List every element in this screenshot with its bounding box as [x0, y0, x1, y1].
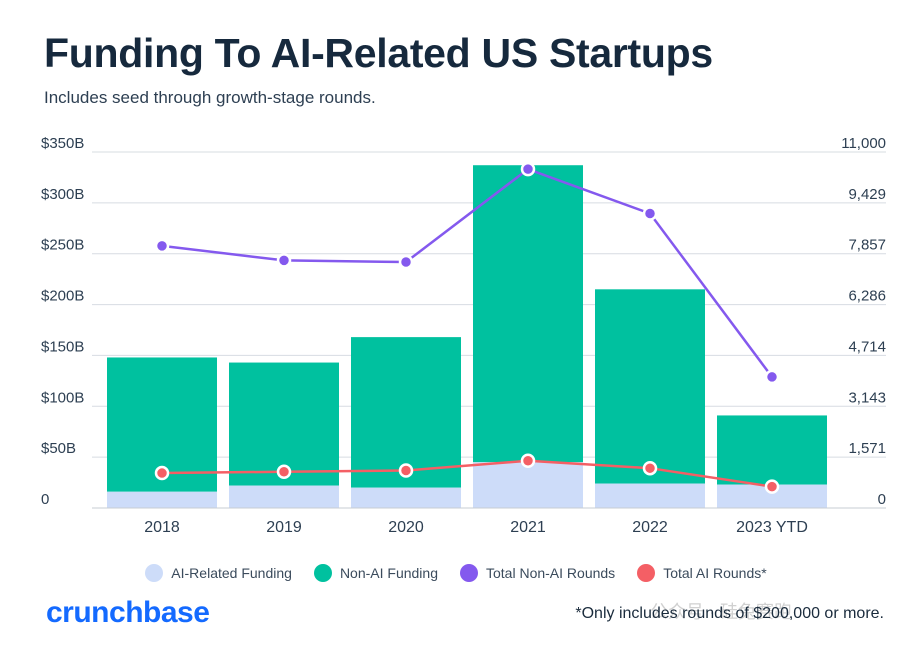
legend-label: AI-Related Funding	[171, 565, 292, 581]
y-left-tick-label: $150B	[41, 338, 84, 355]
y-right-tick-label: 1,571	[848, 440, 886, 457]
legend-label: Total AI Rounds*	[663, 565, 767, 581]
line-point	[276, 253, 292, 268]
chart-subtitle: Includes seed through growth-stage round…	[44, 88, 376, 107]
x-tick-label: 2022	[632, 519, 668, 536]
legend-item-non-ai-funding: Non-AI Funding	[313, 564, 438, 582]
legend-label: Total Non-AI Rounds	[486, 565, 616, 581]
watermark: 公众号 · 硅兔赛跑	[650, 602, 792, 622]
line-point	[398, 463, 414, 478]
bar-ai-funding	[473, 462, 583, 508]
line-total-ai-rounds-	[161, 459, 773, 488]
line-point	[520, 453, 536, 468]
y-left-tick-label: $300B	[41, 186, 84, 203]
bar-ai-funding	[351, 487, 461, 508]
legend-swatch	[460, 564, 478, 582]
legend: AI-Related Funding Non-AI Funding Total …	[0, 564, 912, 582]
line-point	[276, 464, 292, 480]
x-tick-label: 2021	[510, 519, 546, 536]
legend-swatch	[145, 564, 164, 582]
y-left-tick-label: $200B	[41, 288, 84, 305]
legend-item-ai-rounds: Total AI Rounds*	[637, 564, 767, 582]
footnote: *Only includes rounds of $200,000 or mor…	[575, 605, 884, 622]
line-point	[154, 465, 170, 481]
bar-non-ai-funding	[717, 415, 827, 485]
y-right-tick-label: 6,286	[848, 288, 886, 305]
y-right-tick-label: 9,429	[848, 186, 886, 203]
bar-non-ai-funding	[351, 337, 461, 488]
bar-ai-funding	[717, 484, 827, 508]
y-right-tick-label: 3,143	[848, 389, 886, 406]
line-point	[764, 369, 780, 385]
line-total-non-ai-rounds	[161, 167, 774, 378]
legend-swatch	[637, 564, 656, 582]
bar-ai-funding	[229, 485, 339, 508]
y-right-tick-label: 11,000	[841, 135, 886, 152]
bar-ai-funding	[107, 491, 217, 508]
chart: 0 0 $50B 1,571 $100B 3,143 $150B 4,714 $200B 6,28…	[41, 135, 886, 536]
line-point	[642, 460, 658, 476]
legend-item-ai-funding: AI-Related Funding	[145, 564, 292, 582]
chart-title: Funding To AI-Related US Startups	[44, 30, 713, 76]
x-tick-label: 2019	[266, 519, 302, 536]
y-right-tick-label: 7,857	[848, 237, 886, 254]
line-point	[154, 238, 170, 254]
y-left-tick-label: $350B	[41, 135, 84, 152]
x-tick-label: 2020	[388, 519, 424, 536]
brand-logo: crunchbase	[46, 596, 210, 629]
x-tick-label: 2023 YTD	[736, 519, 808, 536]
bar-non-ai-funding	[595, 289, 705, 484]
bar-ai-funding	[595, 483, 705, 508]
legend-item-non-ai-rounds: Total Non-AI Rounds	[460, 564, 615, 582]
y-left-tick-label: 0	[41, 491, 49, 508]
line-point	[642, 206, 658, 221]
y-left-tick-label: $50B	[41, 440, 76, 457]
y-left-tick-label: $100B	[41, 389, 84, 406]
bar-non-ai-funding	[473, 165, 583, 463]
y-right-tick-label: 4,714	[848, 338, 886, 355]
x-tick-label: 2018	[144, 519, 180, 536]
line-point	[764, 479, 780, 494]
legend-label: Non-AI Funding	[339, 565, 438, 581]
y-right-tick-label: 0	[878, 491, 886, 508]
y-left-tick-label: $250B	[41, 237, 84, 254]
line-point	[520, 161, 536, 177]
legend-swatch	[313, 564, 332, 582]
line-point	[398, 254, 414, 270]
